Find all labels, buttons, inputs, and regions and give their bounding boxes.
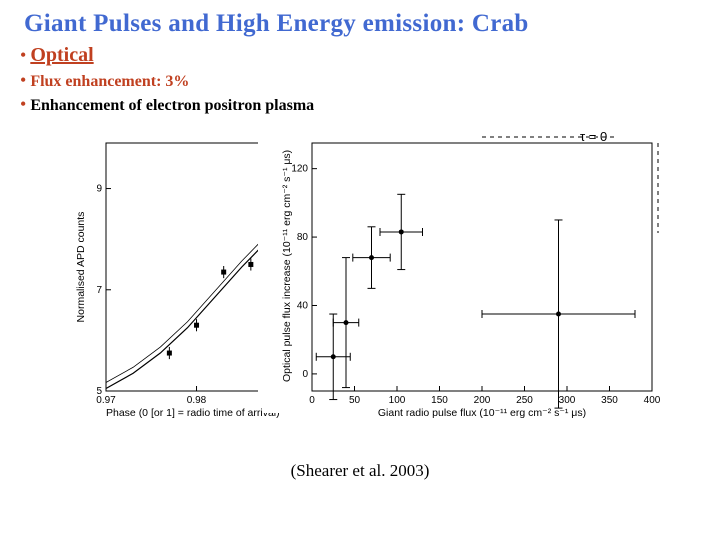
bullet-1: • Optical xyxy=(20,44,700,67)
bullet-2-text: Flux enhancement: 3% xyxy=(30,73,189,91)
bullet-dot: • xyxy=(20,46,26,64)
svg-text:40: 40 xyxy=(297,300,309,311)
svg-text:0.98: 0.98 xyxy=(187,395,207,406)
svg-text:0: 0 xyxy=(309,395,315,406)
svg-text:150: 150 xyxy=(431,395,448,406)
bullet-3: • Enhancement of electron positron plasm… xyxy=(20,95,700,115)
svg-text:200: 200 xyxy=(474,395,491,406)
svg-text:7: 7 xyxy=(96,285,102,296)
page-title: Giant Pulses and High Energy emission: C… xyxy=(0,0,720,44)
svg-text:50: 50 xyxy=(349,395,361,406)
right-chart: 0 50 100 150 200 250 300 350 400 0 40 80 120Optical … xyxy=(262,133,682,413)
bullet-1-text: Optical xyxy=(30,44,93,67)
svg-text:250: 250 xyxy=(516,395,533,406)
svg-text:80: 80 xyxy=(297,232,309,243)
y-axis-label: Normalised APD counts xyxy=(75,152,87,382)
svg-text:100: 100 xyxy=(389,395,406,406)
bullet-dot: • xyxy=(20,71,26,89)
bullet-dot: • xyxy=(20,95,26,113)
bullet-3-text: Enhancement of electron positron plasma xyxy=(30,97,314,115)
svg-text:300: 300 xyxy=(559,395,576,406)
y-axis-label: Optical pulse flux increase (10⁻¹¹ erg c… xyxy=(281,152,293,382)
x-axis-label: Giant radio pulse flux (10⁻¹¹ erg cm⁻² s… xyxy=(312,407,652,419)
svg-text:5: 5 xyxy=(96,386,102,397)
citation: (Shearer et al. 2003) xyxy=(0,461,720,481)
svg-text:400: 400 xyxy=(644,395,661,406)
left-chart: 0.970.98579Normalised APD countsPhase (0… xyxy=(58,133,258,413)
svg-text:120: 120 xyxy=(291,164,308,175)
bullet-2: • Flux enhancement: 3% xyxy=(20,71,700,91)
x-axis-label: Phase (0 [or 1] = radio time of arrival) xyxy=(106,407,278,419)
svg-text:9: 9 xyxy=(96,184,102,195)
bullet-list: • Optical • Flux enhancement: 3% • Enhan… xyxy=(0,44,720,115)
charts-area: 0.970.98579Normalised APD countsPhase (0… xyxy=(0,119,720,459)
svg-text:0: 0 xyxy=(302,369,308,380)
svg-text:350: 350 xyxy=(601,395,618,406)
tau-label: τ = 0 xyxy=(580,129,607,144)
